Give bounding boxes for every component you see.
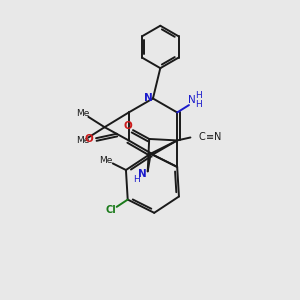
Text: N: N <box>214 133 221 142</box>
Text: ≡: ≡ <box>206 133 214 142</box>
Text: C: C <box>198 133 205 142</box>
Text: Cl: Cl <box>106 206 117 215</box>
Text: H: H <box>195 91 202 100</box>
Text: O: O <box>124 121 132 131</box>
Text: O: O <box>84 134 93 144</box>
Text: Me: Me <box>76 110 89 118</box>
Text: N: N <box>144 94 153 103</box>
Text: H: H <box>195 100 202 109</box>
Text: H: H <box>133 175 140 184</box>
Text: N: N <box>188 95 196 105</box>
Text: N: N <box>138 169 147 179</box>
Text: Me: Me <box>76 136 89 145</box>
Text: Me: Me <box>100 156 113 165</box>
